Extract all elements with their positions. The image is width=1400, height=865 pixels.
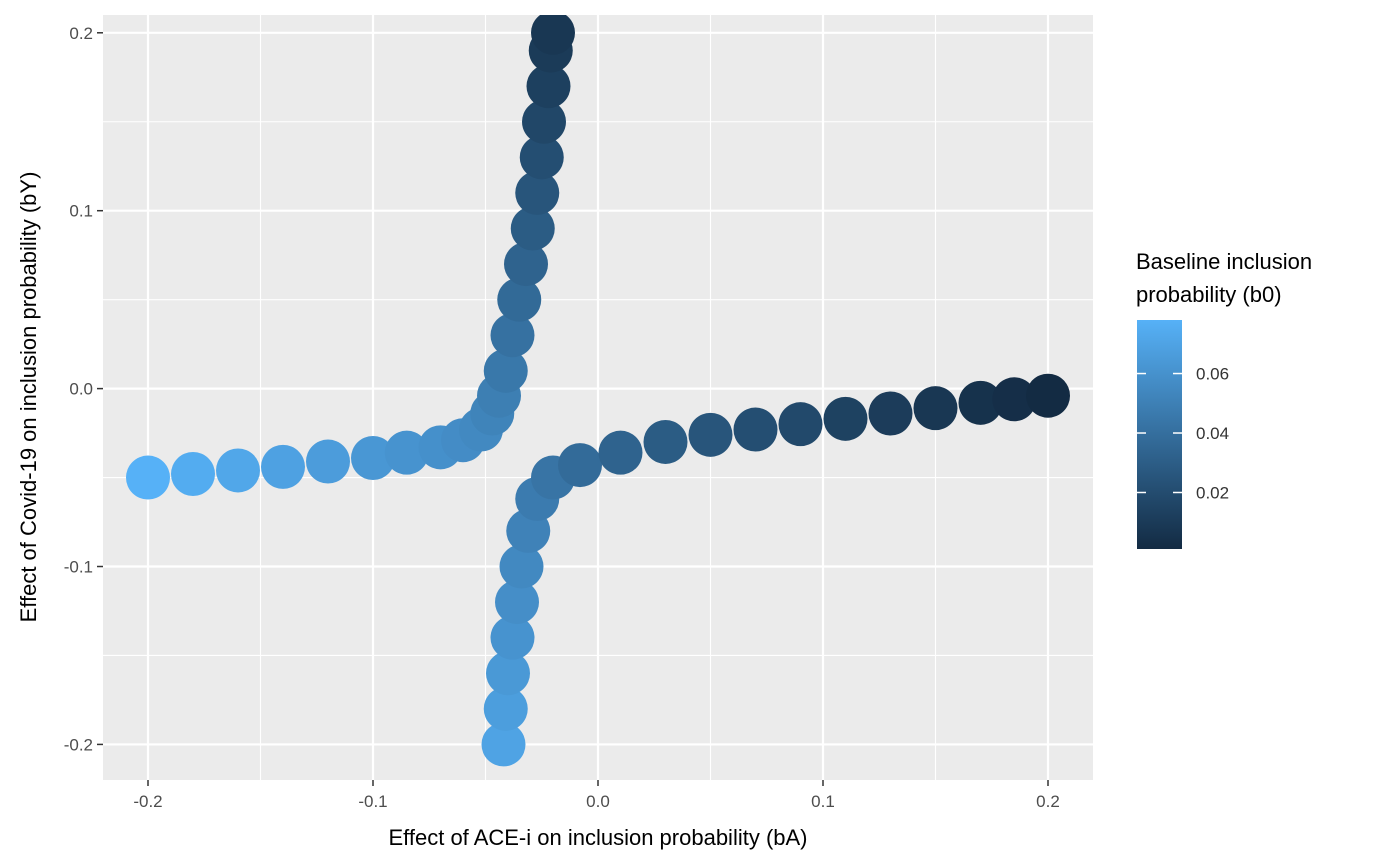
x-tick-label: 0.2 [1036, 792, 1060, 811]
data-point [598, 430, 643, 475]
data-point [495, 580, 539, 625]
data-point [499, 544, 544, 589]
data-point [126, 455, 170, 500]
data-point [823, 396, 868, 441]
data-point [778, 402, 823, 447]
data-point [483, 348, 528, 393]
y-tick-label: 0.2 [69, 24, 93, 43]
y-tick-label: -0.1 [64, 558, 93, 577]
data-point [558, 443, 602, 488]
color-legend: Baseline inclusion probability (b0) 0.02… [1136, 249, 1312, 549]
legend-title-line-2: probability (b0) [1136, 282, 1282, 307]
data-point [384, 430, 429, 475]
data-point [913, 386, 958, 431]
x-tick-label: -0.2 [133, 792, 162, 811]
y-tick-label: -0.2 [64, 735, 93, 754]
x-tick-label: 0.1 [811, 792, 835, 811]
y-tick-label: 0.0 [69, 380, 93, 399]
major-gridlines [103, 15, 1093, 780]
data-point [519, 135, 564, 180]
data-point [490, 313, 535, 358]
data-point [306, 439, 350, 484]
data-point [490, 615, 535, 660]
x-tick-label: -0.1 [358, 792, 387, 811]
data-point [515, 170, 560, 215]
data-point [351, 435, 395, 480]
data-point [481, 722, 526, 767]
legend-tick-label: 0.02 [1196, 483, 1229, 502]
legend-tick-label: 0.04 [1196, 424, 1229, 443]
legend-tick-label: 0.06 [1196, 365, 1229, 384]
data-point [483, 686, 528, 731]
data-point [510, 206, 555, 251]
y-axis: -0.2 -0.1 0.0 0.1 0.2 [64, 24, 103, 754]
legend-colorbar [1137, 320, 1182, 549]
data-point [992, 377, 1037, 422]
data-point [958, 380, 1003, 425]
data-point [531, 15, 575, 55]
data-point [868, 391, 913, 436]
data-point [526, 64, 571, 109]
data-point [643, 419, 688, 464]
data-point [688, 412, 733, 457]
data-points [126, 15, 1070, 767]
data-point [171, 452, 215, 496]
x-tick-label: 0.0 [586, 792, 610, 811]
data-point [504, 242, 548, 287]
data-point [486, 651, 530, 696]
data-point [216, 448, 260, 493]
y-axis-title: Effect of Covid-19 on inclusion probabil… [16, 172, 41, 623]
legend-title-line-1: Baseline inclusion [1136, 249, 1312, 274]
data-point [1026, 373, 1070, 418]
data-point [522, 99, 566, 144]
data-point [497, 277, 542, 322]
y-tick-label: 0.1 [69, 202, 93, 221]
x-axis: -0.2 -0.1 0.0 0.1 0.2 [133, 780, 1060, 811]
data-point [733, 407, 778, 452]
x-axis-title: Effect of ACE-i on inclusion probability… [388, 825, 807, 850]
legend-ticks: 0.02 0.04 0.06 [1137, 365, 1229, 502]
data-point [261, 444, 305, 489]
